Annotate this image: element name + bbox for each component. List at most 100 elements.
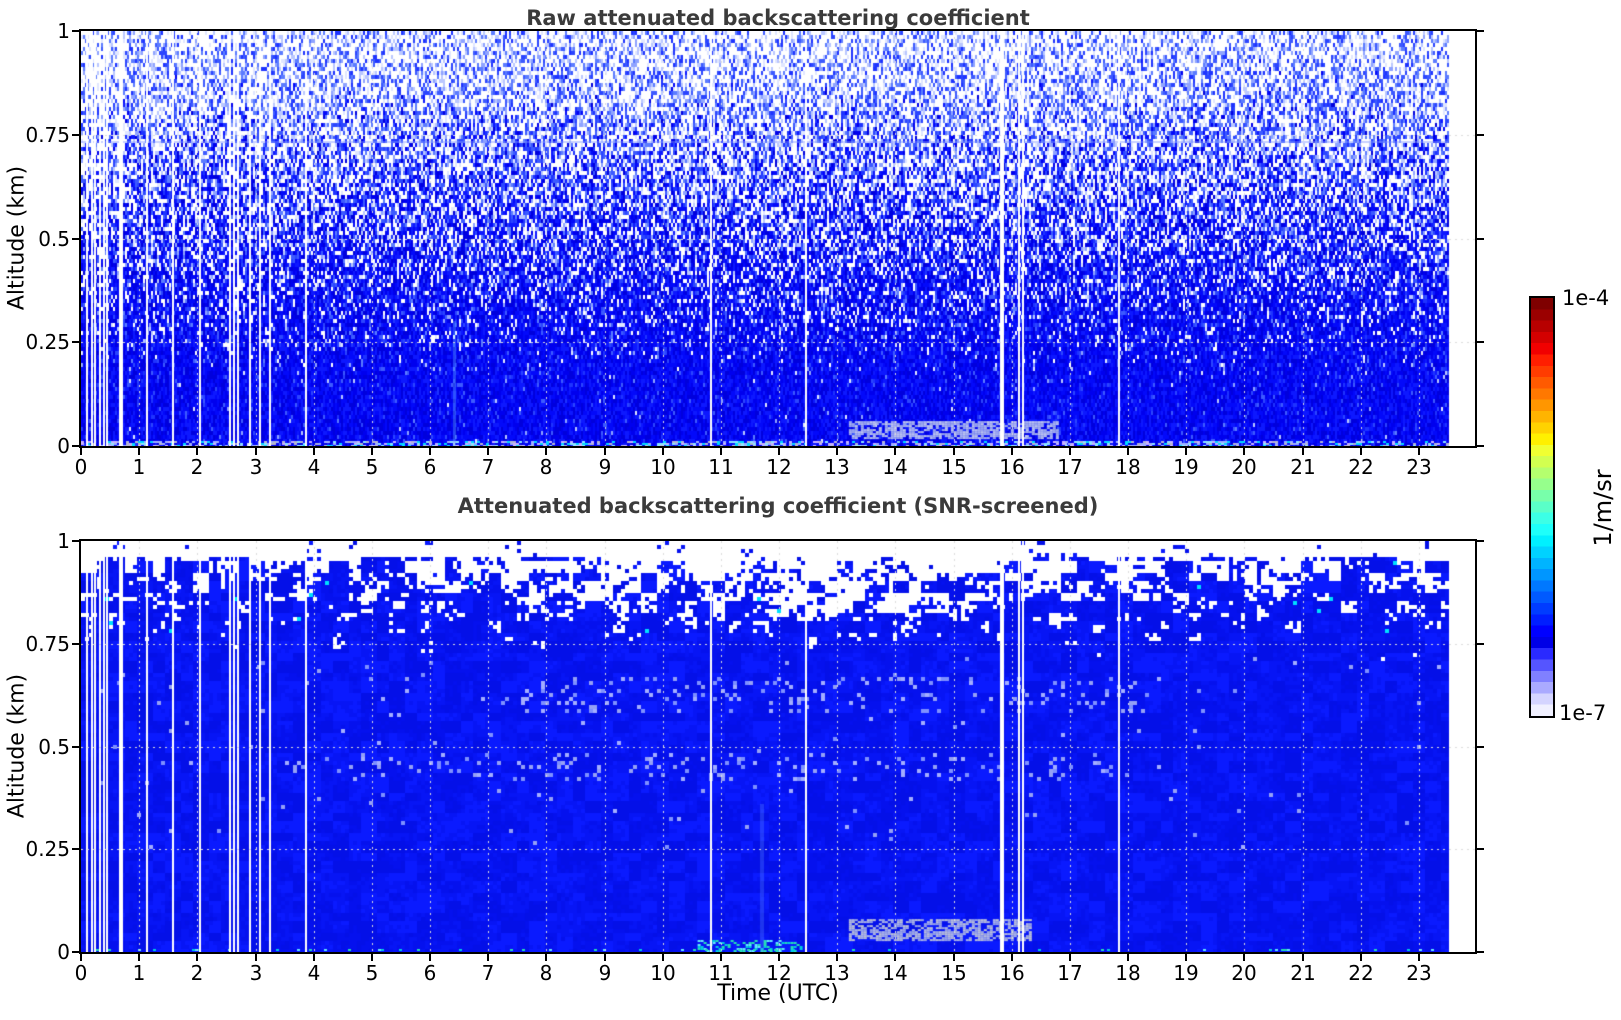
tick-label: 4 <box>307 455 321 479</box>
tick-mark <box>72 134 79 136</box>
tick-mark <box>778 448 780 455</box>
tick-label: 15 <box>941 961 967 985</box>
tick-label: 1 <box>132 455 146 479</box>
top-plot-title: Raw attenuated backscattering coefficien… <box>526 6 1030 30</box>
tick-label: 10 <box>650 961 676 985</box>
bottom-heatmap-panel <box>79 539 1477 954</box>
tick-mark <box>72 341 79 343</box>
tick-label: 20 <box>1231 455 1257 479</box>
tick-mark <box>72 540 79 542</box>
tick-label: 12 <box>766 455 792 479</box>
tick-label: 2 <box>190 961 204 985</box>
tick-mark <box>487 448 489 455</box>
tick-mark <box>429 448 431 455</box>
tick-mark <box>72 445 79 447</box>
tick-label: 1 <box>132 961 146 985</box>
tick-mark <box>1477 951 1484 953</box>
tick-label: 5 <box>365 961 379 985</box>
tick-mark <box>255 448 257 455</box>
tick-mark <box>720 954 722 961</box>
tick-mark <box>72 951 79 953</box>
tick-label: 22 <box>1348 455 1374 479</box>
tick-label: 7 <box>481 455 495 479</box>
tick-label: 1 <box>57 19 70 43</box>
x-axis-label: Time (UTC) <box>717 981 839 1006</box>
tick-label: 9 <box>598 961 612 985</box>
tick-label: 13 <box>824 455 850 479</box>
tick-label: 18 <box>1115 455 1141 479</box>
tick-mark <box>1477 238 1484 240</box>
tick-label: 19 <box>1173 455 1199 479</box>
tick-mark <box>1243 954 1245 961</box>
tick-mark <box>80 448 82 455</box>
tick-mark <box>1477 445 1484 447</box>
tick-mark <box>1418 448 1420 455</box>
tick-mark <box>313 448 315 455</box>
tick-label: 22 <box>1348 961 1374 985</box>
tick-mark <box>72 746 79 748</box>
tick-label: 21 <box>1290 455 1316 479</box>
colorbar-gradient <box>1529 296 1555 718</box>
tick-mark <box>604 448 606 455</box>
tick-label: 17 <box>1057 455 1083 479</box>
top-heatmap-canvas <box>81 31 1475 446</box>
tick-mark <box>429 954 431 961</box>
tick-mark <box>1069 954 1071 961</box>
tick-label: 14 <box>882 455 908 479</box>
tick-mark <box>196 954 198 961</box>
tick-label: 0.75 <box>25 123 70 147</box>
tick-mark <box>1011 448 1013 455</box>
tick-mark <box>1127 448 1129 455</box>
tick-mark <box>836 954 838 961</box>
tick-label: 11 <box>708 455 734 479</box>
tick-mark <box>1069 448 1071 455</box>
tick-mark <box>953 448 955 455</box>
colorbar-max-label: 1e-4 <box>1562 286 1610 310</box>
tick-label: 16 <box>999 455 1025 479</box>
tick-label: 15 <box>941 455 967 479</box>
tick-label: 0 <box>57 434 70 458</box>
tick-mark <box>1418 954 1420 961</box>
tick-mark <box>1360 954 1362 961</box>
tick-mark <box>80 954 82 961</box>
tick-mark <box>1360 448 1362 455</box>
tick-label: 9 <box>598 455 612 479</box>
tick-label: 13 <box>824 961 850 985</box>
tick-label: 6 <box>423 961 437 985</box>
tick-label: 16 <box>999 961 1025 985</box>
tick-mark <box>1243 448 1245 455</box>
colorbar-unit-label: 1/m/sr <box>1589 469 1617 547</box>
bottom-heatmap-canvas <box>81 541 1475 952</box>
tick-mark <box>894 448 896 455</box>
tick-mark <box>138 448 140 455</box>
tick-label: 0.5 <box>38 735 70 759</box>
tick-mark <box>953 954 955 961</box>
tick-label: 8 <box>539 455 553 479</box>
tick-mark <box>662 954 664 961</box>
tick-label: 1 <box>57 529 70 553</box>
tick-mark <box>1302 448 1304 455</box>
tick-label: 23 <box>1406 455 1432 479</box>
tick-label: 0.25 <box>25 837 70 861</box>
tick-mark <box>720 448 722 455</box>
tick-mark <box>72 30 79 32</box>
tick-label: 14 <box>882 961 908 985</box>
tick-label: 5 <box>365 455 379 479</box>
tick-mark <box>313 954 315 961</box>
tick-mark <box>1477 643 1484 645</box>
tick-mark <box>1477 540 1484 542</box>
tick-mark <box>72 238 79 240</box>
tick-mark <box>1477 848 1484 850</box>
tick-label: 7 <box>481 961 495 985</box>
tick-label: 19 <box>1173 961 1199 985</box>
tick-mark <box>604 954 606 961</box>
tick-label: 17 <box>1057 961 1083 985</box>
tick-label: 2 <box>190 455 204 479</box>
tick-mark <box>545 954 547 961</box>
tick-label: 0.5 <box>38 227 70 251</box>
bottom-plot-title: Attenuated backscattering coefficient (S… <box>457 494 1099 518</box>
tick-mark <box>371 448 373 455</box>
tick-label: 3 <box>249 961 263 985</box>
tick-mark <box>72 848 79 850</box>
